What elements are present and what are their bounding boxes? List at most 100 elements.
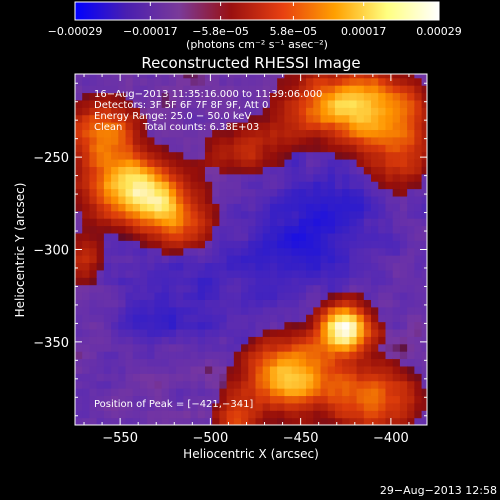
heatmap-cell [298, 402, 307, 411]
heatmap-cell [298, 321, 307, 330]
heatmap-cell [248, 321, 257, 330]
heatmap-cell [414, 299, 423, 308]
heatmap-cell [269, 151, 278, 160]
heatmap-cell [306, 284, 314, 293]
heatmap-cell [414, 151, 423, 160]
heatmap-cell [219, 365, 228, 374]
heatmap-cell [284, 85, 293, 94]
heatmap-cell [96, 218, 105, 227]
heatmap-cell [269, 85, 278, 94]
heatmap-cell [313, 291, 322, 300]
heatmap-cell [313, 218, 322, 227]
heatmap-cell [103, 247, 112, 256]
heatmap-cell [334, 99, 343, 108]
heatmap-cell [219, 336, 228, 345]
heatmap-cell [219, 181, 228, 190]
heatmap-cell [118, 203, 127, 212]
heatmap-cell [407, 122, 415, 131]
heatmap-cell [226, 92, 235, 101]
heatmap-cell [306, 321, 314, 330]
heatmap-cell [139, 158, 148, 167]
heatmap-cell [356, 74, 365, 79]
heatmap-cell [89, 388, 98, 397]
heatmap-cell [75, 343, 83, 352]
heatmap-cell [334, 306, 343, 315]
heatmap-cell [212, 417, 221, 425]
heatmap-cell [306, 225, 314, 234]
heatmap-cell [161, 336, 170, 345]
heatmap-cell [313, 107, 322, 116]
heatmap-cell [269, 336, 278, 345]
heatmap-cell [204, 291, 213, 300]
heatmap-cell [212, 306, 221, 315]
heatmap-cell [233, 129, 242, 138]
heatmap-cell [125, 277, 134, 286]
heatmap-cell [204, 247, 213, 256]
heatmap-cell [154, 107, 163, 116]
heatmap-cell [363, 218, 372, 227]
heatmap-cell [378, 77, 387, 86]
heatmap-cell [111, 77, 119, 86]
heatmap-cell [118, 328, 127, 337]
heatmap-cell [233, 203, 242, 212]
heatmap-cell [291, 417, 300, 425]
heatmap-cell [204, 181, 213, 190]
heatmap-cell [241, 306, 249, 315]
heatmap-cell [139, 77, 148, 86]
heatmap-cell [96, 351, 105, 360]
heatmap-cell [226, 291, 235, 300]
heatmap-cell [269, 225, 278, 234]
heatmap-cell [421, 173, 427, 182]
heatmap-cell [320, 277, 329, 286]
heatmap-cell [255, 232, 264, 241]
heatmap-cell [277, 314, 285, 323]
heatmap-cell [103, 358, 112, 367]
heatmap-cell [255, 203, 264, 212]
heatmap-cell [284, 321, 293, 330]
heatmap-cell [284, 158, 293, 167]
heatmap-cell [334, 166, 343, 175]
heatmap-cell [298, 328, 307, 337]
heatmap-cell [125, 291, 134, 300]
heatmap-cell [385, 277, 394, 286]
heatmap-cell [407, 85, 415, 94]
heatmap-cell [183, 358, 192, 367]
heatmap-cell [313, 85, 322, 94]
heatmap-cell [96, 336, 105, 345]
heatmap-cell [125, 314, 134, 323]
heatmap-cell [313, 373, 322, 382]
heatmap-cell [399, 395, 408, 404]
heatmap-cell [298, 203, 307, 212]
heatmap-cell [197, 203, 206, 212]
heatmap-cell [219, 122, 228, 131]
heatmap-cell [219, 284, 228, 293]
heatmap-cell [139, 262, 148, 271]
heatmap-cell [168, 99, 177, 108]
heatmap-cell [248, 210, 257, 219]
heatmap-cell [407, 417, 415, 425]
heatmap-cell [226, 203, 235, 212]
heatmap-cell [392, 328, 401, 337]
x-tick-label: −550 [102, 431, 138, 446]
heatmap-cell [385, 284, 394, 293]
heatmap-cell [291, 255, 300, 264]
heatmap-cell [421, 225, 427, 234]
heatmap-cell [161, 284, 170, 293]
heatmap-cell [241, 136, 249, 145]
heatmap-cell [356, 314, 365, 323]
heatmap-cell [197, 247, 206, 256]
heatmap-cell [399, 269, 408, 278]
heatmap-cell [327, 99, 336, 108]
heatmap-cell [168, 306, 177, 315]
heatmap-cell [233, 195, 242, 204]
heatmap-cell [204, 74, 213, 79]
heatmap-cell [241, 410, 249, 419]
heatmap-cell [306, 173, 314, 182]
heatmap-cell [147, 351, 156, 360]
heatmap-cell [96, 395, 105, 404]
heatmap-cell [371, 240, 379, 249]
heatmap-cell [241, 395, 249, 404]
heatmap-cell [82, 373, 91, 382]
heatmap-cell [89, 195, 98, 204]
heatmap-cell [248, 351, 257, 360]
